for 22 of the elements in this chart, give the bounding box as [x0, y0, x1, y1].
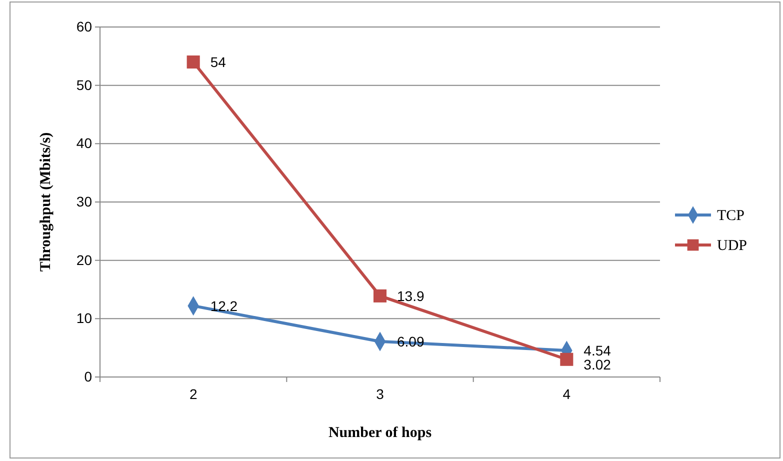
x-tick-label: 4 [562, 386, 571, 402]
legend-label: TCP [717, 208, 745, 224]
point [186, 55, 200, 69]
data-label: 54 [210, 54, 226, 70]
y-axis-title: Throughput (Mbits/s) [38, 132, 54, 272]
y-tick-label: 0 [84, 368, 92, 384]
y-tick-label: 60 [76, 18, 92, 34]
x-axis-title: Number of hops [328, 425, 432, 441]
point [560, 352, 574, 366]
data-label: 13.9 [397, 288, 424, 304]
x-tick-label: 3 [376, 386, 384, 402]
data-label: 12.2 [210, 298, 238, 314]
y-tick-label: 10 [76, 310, 92, 326]
x-tick-label: 2 [189, 386, 198, 402]
y-tick-label: 20 [76, 252, 92, 268]
legend-label: UDP [717, 238, 748, 254]
point [373, 289, 387, 302]
data-label: 3.02 [584, 356, 612, 372]
data-label: 4.54 [584, 342, 612, 359]
y-tick-label: 40 [76, 135, 92, 152]
y-tick-label: 30 [76, 193, 92, 210]
y-tick-label: 50 [76, 76, 92, 93]
